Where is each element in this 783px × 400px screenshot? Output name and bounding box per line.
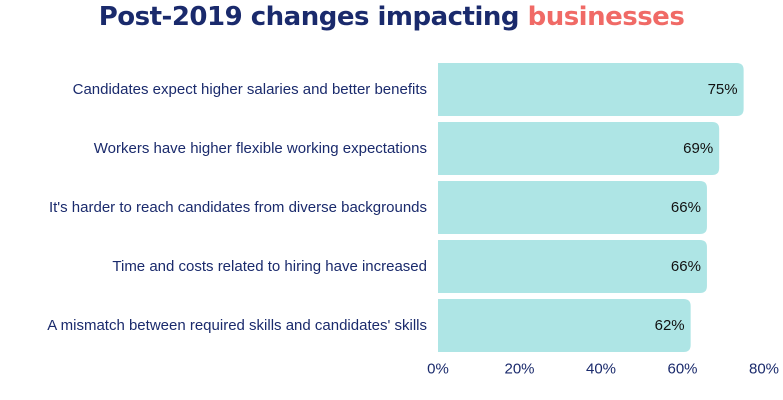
category-label-1: Candidates expect higher salaries and be… xyxy=(73,81,427,98)
value-label-4: 66% xyxy=(671,258,701,275)
bars-group xyxy=(438,63,744,352)
x-tick-label-3: 40% xyxy=(586,361,616,378)
x-tick-label-4: 60% xyxy=(667,361,697,378)
bar-4 xyxy=(438,240,707,293)
x-axis-ticks-group: 0% 20% 40% 60% 80% xyxy=(427,361,779,378)
category-label-2: Workers have higher flexible working exp… xyxy=(94,140,427,157)
x-tick-label-1: 0% xyxy=(427,361,449,378)
value-label-3: 66% xyxy=(671,199,701,216)
x-tick-label-5: 80% xyxy=(749,361,779,378)
category-label-4: Time and costs related to hiring have in… xyxy=(112,258,427,275)
category-labels-group: Candidates expect higher salaries and be… xyxy=(47,81,427,334)
value-labels-group: 75% 69% 66% 66% 62% xyxy=(655,81,738,334)
category-label-3: It's harder to reach candidates from div… xyxy=(49,199,427,216)
chart-title-accent: businesses xyxy=(527,2,685,32)
bar-3 xyxy=(438,181,707,234)
bar-5 xyxy=(438,299,691,352)
value-label-5: 62% xyxy=(655,317,685,334)
bar-2 xyxy=(438,122,720,175)
value-label-1: 75% xyxy=(708,81,738,98)
x-tick-label-2: 20% xyxy=(504,361,534,378)
value-label-2: 69% xyxy=(683,140,713,157)
bar-1 xyxy=(438,63,744,116)
category-label-5: A mismatch between required skills and c… xyxy=(47,317,427,334)
chart-title-main: Post-2019 changes impacting xyxy=(98,2,520,32)
chart-title: Post-2019 changes impacting businesses xyxy=(0,2,783,32)
